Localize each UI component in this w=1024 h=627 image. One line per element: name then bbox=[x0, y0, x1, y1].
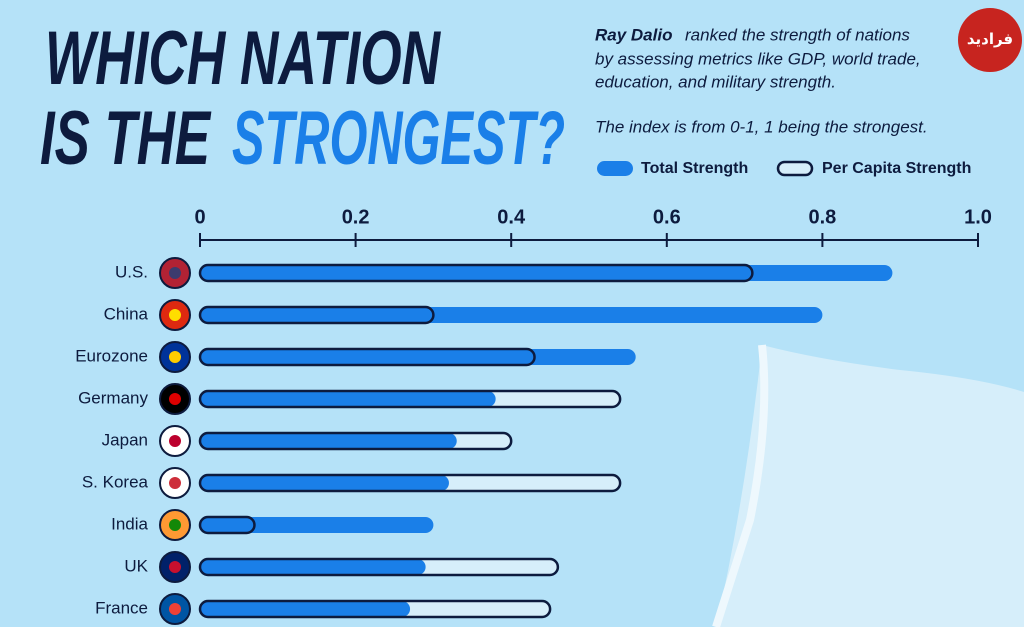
flag-fold bbox=[712, 344, 769, 627]
flag-icon-detail bbox=[169, 603, 181, 615]
category-label: Eurozone bbox=[75, 346, 148, 365]
flag-icon-detail bbox=[169, 561, 181, 573]
per-capita-bar bbox=[198, 431, 513, 451]
watermark-badge bbox=[958, 8, 1022, 72]
total-bar bbox=[200, 559, 426, 575]
total-bar bbox=[200, 265, 893, 281]
x-tick-label: 0.8 bbox=[808, 206, 836, 228]
per-capita-bar bbox=[198, 389, 622, 409]
title-line: WHICH NATION bbox=[45, 16, 441, 101]
category-label: China bbox=[104, 304, 149, 323]
per-capita-bar bbox=[198, 347, 536, 367]
total-bar bbox=[200, 391, 496, 407]
total-bar bbox=[200, 475, 449, 491]
title-line: IS THE bbox=[40, 96, 212, 181]
category-label: UK bbox=[124, 556, 148, 575]
category-label: Germany bbox=[78, 388, 148, 407]
flag-icon-detail bbox=[169, 351, 181, 363]
flag-icon-detail bbox=[169, 477, 181, 489]
description-line: by assessing metrics like GDP, world tra… bbox=[595, 49, 921, 68]
flag-icon-detail bbox=[169, 267, 181, 279]
total-bar bbox=[200, 433, 457, 449]
watermark: فرادید bbox=[967, 31, 1013, 48]
legend-swatch bbox=[776, 160, 814, 177]
category-label: India bbox=[111, 514, 148, 533]
x-tick-label: 0 bbox=[194, 206, 205, 228]
total-bar bbox=[200, 349, 636, 365]
title-highlight: STRONGEST? bbox=[232, 96, 565, 181]
note: The index is from 0-1, 1 being the stron… bbox=[595, 117, 928, 136]
category-label: S. Korea bbox=[82, 472, 149, 491]
flag-decoration bbox=[716, 345, 1024, 627]
category-label: Japan bbox=[102, 430, 148, 449]
legend-label: Per Capita Strength bbox=[822, 160, 971, 177]
legend-swatch bbox=[597, 161, 633, 176]
per-capita-bar bbox=[198, 557, 560, 577]
flag-icon-detail bbox=[169, 309, 181, 321]
total-bar bbox=[200, 601, 411, 617]
flag-icon-detail bbox=[169, 435, 181, 447]
x-tick-label: 0.4 bbox=[497, 206, 526, 228]
per-capita-bar bbox=[198, 305, 435, 325]
per-capita-bar bbox=[198, 599, 552, 619]
x-tick-label: 0.6 bbox=[653, 206, 681, 228]
per-capita-bar bbox=[198, 473, 622, 493]
legend-label: Total Strength bbox=[641, 160, 748, 177]
total-bar bbox=[200, 307, 823, 323]
x-tick-label: 1.0 bbox=[964, 206, 992, 228]
category-label: U.S. bbox=[115, 262, 148, 281]
category-label: France bbox=[95, 598, 148, 617]
per-capita-bar bbox=[198, 515, 256, 535]
per-capita-bar bbox=[198, 263, 754, 283]
description-line: ranked the strength of nations bbox=[685, 25, 910, 44]
flag-icon-detail bbox=[169, 393, 181, 405]
author: Ray Dalio bbox=[595, 25, 672, 44]
x-tick-label: 0.2 bbox=[342, 206, 370, 228]
description-line: education, and military strength. bbox=[595, 72, 836, 91]
flag-icon-detail bbox=[169, 519, 181, 531]
total-bar bbox=[200, 517, 434, 533]
